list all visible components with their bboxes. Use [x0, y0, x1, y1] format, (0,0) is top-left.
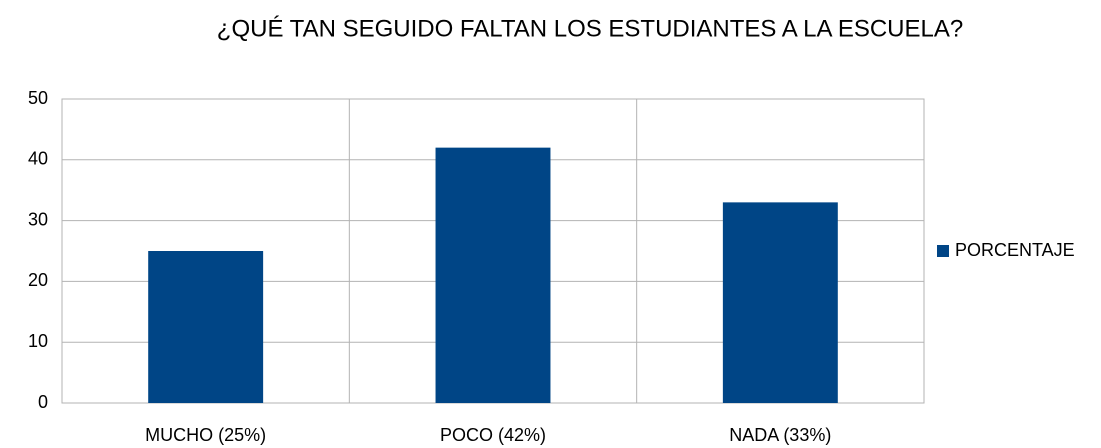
bar	[435, 147, 551, 403]
y-tick-label: 50	[28, 88, 48, 108]
chart-title: ¿QUÉ TAN SEGUIDO FALTAN LOS ESTUDIANTES …	[217, 15, 963, 42]
bar	[722, 202, 838, 403]
legend-swatch	[937, 245, 949, 257]
legend-label: PORCENTAJE	[955, 240, 1075, 260]
y-tick-label: 0	[38, 392, 48, 412]
y-tick-label: 20	[28, 270, 48, 290]
x-tick-label: MUCHO (25%)	[145, 425, 266, 445]
bar	[148, 251, 264, 403]
y-tick-label: 30	[28, 209, 48, 229]
x-tick-label: POCO (42%)	[440, 425, 546, 445]
x-tick-label: NADA (33%)	[729, 425, 831, 445]
y-tick-label: 40	[28, 149, 48, 169]
y-tick-label: 10	[28, 331, 48, 351]
